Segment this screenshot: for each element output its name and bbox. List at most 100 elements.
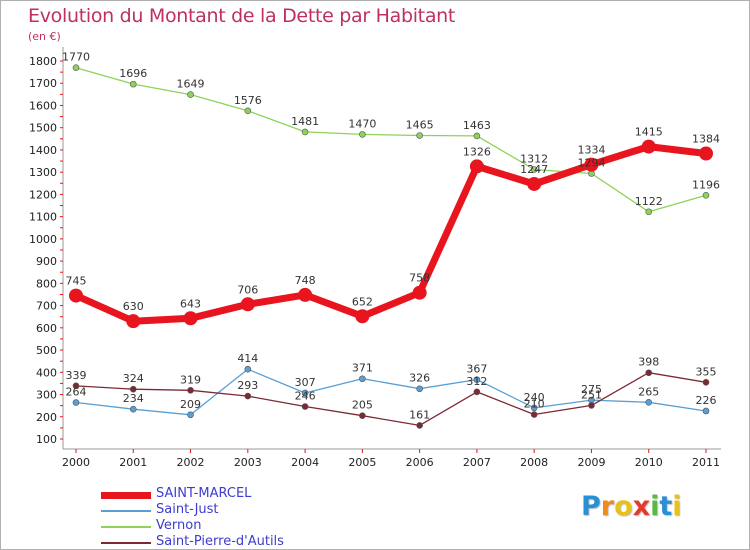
data-label-saint-marcel: 1415 (635, 126, 663, 139)
axes: 100 200 300 400 500 600 700 800 900 1000 1100 1200 1… (29, 47, 721, 469)
data-label-saint-just: 264 (66, 386, 87, 399)
data-point-saint-pierre-d-autils (187, 387, 194, 394)
chart-title: Evolution du Montant de la Dette par Hab… (28, 5, 456, 27)
data-label-saint-just: 275 (581, 383, 602, 396)
data-point-saint-just (530, 404, 538, 412)
data-label-saint-pierre-d-autils: 246 (295, 390, 316, 403)
legend-label: Vernon (156, 518, 202, 533)
y-tick-label: 1500 (29, 122, 57, 135)
y-tick-label: 1400 (29, 144, 57, 157)
data-point-vernon (702, 192, 710, 199)
data-point-vernon (187, 91, 194, 98)
data-point-saint-marcel (298, 287, 313, 302)
y-tick-label: 800 (36, 277, 57, 290)
data-label-saint-marcel: 1334 (577, 144, 605, 157)
data-point-saint-just (244, 365, 252, 373)
legend-swatch (101, 526, 151, 528)
data-point-vernon (416, 132, 423, 139)
y-tick-label: 1000 (29, 233, 57, 246)
data-point-saint-just (473, 376, 481, 383)
data-label-vernon: 1770 (62, 51, 90, 64)
labels-layer: 745 630 643 706 748 652 758 1326 1247 1334 1415 138… (62, 51, 720, 422)
data-point-vernon (244, 107, 252, 115)
data-label-saint-marcel: 748 (295, 274, 316, 287)
y-tick-label: 200 (36, 411, 57, 424)
data-point-saint-pierre-d-autils (359, 412, 366, 419)
legend-label: Saint-Pierre-d'Autils (156, 534, 284, 549)
data-point-saint-pierre-d-autils (473, 388, 481, 396)
x-tick-label: 2004 (291, 456, 319, 469)
data-label-vernon: 1481 (291, 115, 319, 128)
chart-unit: (en €) (28, 30, 61, 43)
logo-letter: t (659, 491, 673, 522)
data-point-saint-just (416, 385, 423, 393)
data-point-saint-marcel (469, 159, 484, 174)
data-point-vernon (129, 80, 137, 88)
logo-letter: i (650, 491, 660, 522)
data-point-saint-marcel (699, 146, 713, 161)
data-label-vernon: 1649 (177, 78, 205, 91)
y-tick-label: 500 (36, 344, 57, 357)
x-tick-label: 2002 (177, 456, 205, 469)
data-point-saint-pierre-d-autils (129, 385, 137, 393)
data-point-saint-marcel (527, 176, 542, 191)
data-label-saint-just: 371 (352, 362, 373, 375)
y-tick-label: 1700 (29, 77, 57, 90)
data-label-saint-pierre-d-autils: 161 (409, 408, 430, 421)
data-label-saint-marcel: 758 (409, 272, 430, 285)
logo-letter: x (632, 491, 651, 522)
data-label-saint-marcel: 652 (352, 295, 373, 308)
data-label-vernon: 1470 (348, 117, 376, 130)
x-tick-label: 2011 (692, 456, 720, 469)
legend-swatch (101, 510, 151, 512)
data-point-saint-marcel (183, 311, 198, 326)
data-label-saint-pierre-d-autils: 324 (123, 372, 144, 385)
data-point-saint-pierre-d-autils (301, 403, 309, 410)
data-point-vernon (301, 128, 309, 136)
data-label-saint-pierre-d-autils: 339 (66, 369, 87, 382)
x-tick-label: 2000 (62, 456, 90, 469)
data-point-vernon (473, 132, 481, 140)
x-tick-label: 2007 (463, 456, 491, 469)
data-point-saint-pierre-d-autils (645, 369, 653, 377)
series-line-vernon (75, 67, 707, 213)
legend-swatch (101, 542, 151, 544)
data-label-saint-pierre-d-autils: 251 (581, 388, 602, 401)
data-label-vernon: 1294 (577, 157, 605, 170)
data-label-saint-marcel: 630 (123, 300, 144, 313)
series-layer (69, 64, 713, 429)
proxiti-logo: Proxiti (581, 491, 682, 522)
data-point-saint-pierre-d-autils (702, 378, 710, 386)
data-label-saint-pierre-d-autils: 312 (466, 375, 487, 388)
x-tick-label: 2003 (234, 456, 262, 469)
data-point-saint-marcel (240, 297, 255, 312)
data-label-vernon: 1196 (692, 178, 720, 191)
x-tick-label: 2005 (348, 456, 376, 469)
data-point-saint-marcel (126, 314, 141, 329)
data-point-vernon (72, 64, 80, 71)
data-point-saint-marcel (641, 139, 656, 154)
y-tick-label: 1800 (29, 55, 57, 68)
logo-letter: P (581, 491, 601, 522)
y-tick-label: 1600 (29, 99, 57, 112)
data-label-saint-pierre-d-autils: 398 (638, 356, 659, 369)
data-point-vernon (645, 208, 653, 216)
logo-letter: r (600, 491, 615, 522)
data-label-saint-just: 240 (524, 391, 545, 404)
data-label-saint-marcel: 706 (237, 283, 258, 296)
legend-label: Saint-Just (156, 502, 219, 517)
series-line-saint-marcel (74, 143, 707, 325)
x-tick-label: 2010 (635, 456, 663, 469)
data-label-saint-just: 414 (237, 352, 258, 365)
data-point-vernon (359, 131, 366, 138)
y-tick-label: 400 (36, 366, 57, 379)
legend-swatch (101, 492, 151, 499)
data-label-saint-just: 226 (696, 394, 717, 407)
legend-label: SAINT-MARCEL (156, 486, 252, 501)
y-tick-label: 100 (36, 433, 57, 446)
data-label-vernon: 1696 (119, 67, 147, 80)
data-label-saint-just: 307 (295, 376, 316, 389)
data-point-saint-just (359, 375, 366, 383)
data-label-vernon: 1576 (234, 94, 262, 107)
data-point-saint-pierre-d-autils (72, 382, 80, 390)
